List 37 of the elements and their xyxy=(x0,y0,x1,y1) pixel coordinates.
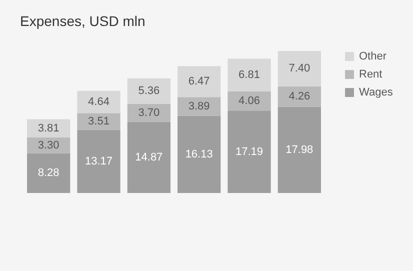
bar xyxy=(278,86,321,107)
bar xyxy=(127,122,170,193)
data-label: 8.28 xyxy=(38,167,60,180)
bar xyxy=(77,130,120,193)
bar xyxy=(178,66,221,98)
data-label: 13.17 xyxy=(84,155,113,168)
data-label: 3.51 xyxy=(88,115,110,128)
data-label: 14.87 xyxy=(135,151,163,164)
bar xyxy=(228,110,271,193)
bar xyxy=(27,153,70,193)
data-label: 5.36 xyxy=(138,85,160,98)
bar xyxy=(228,91,271,111)
data-label: 16.13 xyxy=(185,148,213,160)
data-label: 4.64 xyxy=(88,96,110,108)
data-label: 17.98 xyxy=(286,144,314,156)
bar xyxy=(178,116,221,193)
data-label: 6.47 xyxy=(188,76,210,88)
bar xyxy=(278,106,321,193)
bar xyxy=(278,51,321,86)
data-label: 3.89 xyxy=(188,100,210,112)
data-label: 4.06 xyxy=(238,94,260,107)
data-label: 17.19 xyxy=(235,146,264,158)
data-label: 3.81 xyxy=(38,122,60,134)
data-label: 3.30 xyxy=(38,139,60,152)
bar xyxy=(77,90,120,114)
data-label: 6.81 xyxy=(238,68,260,81)
bar xyxy=(127,78,170,104)
bar xyxy=(228,58,271,92)
data-label: 4.26 xyxy=(288,90,310,103)
legend-label: Rent xyxy=(359,68,382,80)
data-label: 7.40 xyxy=(288,62,310,75)
legend-label: Other xyxy=(359,50,387,62)
data-label: 3.70 xyxy=(138,106,160,119)
bar xyxy=(127,104,170,122)
bar xyxy=(77,113,120,130)
chart-title: Expenses, USD mln xyxy=(20,13,146,29)
legend-label: Wages xyxy=(359,86,394,98)
